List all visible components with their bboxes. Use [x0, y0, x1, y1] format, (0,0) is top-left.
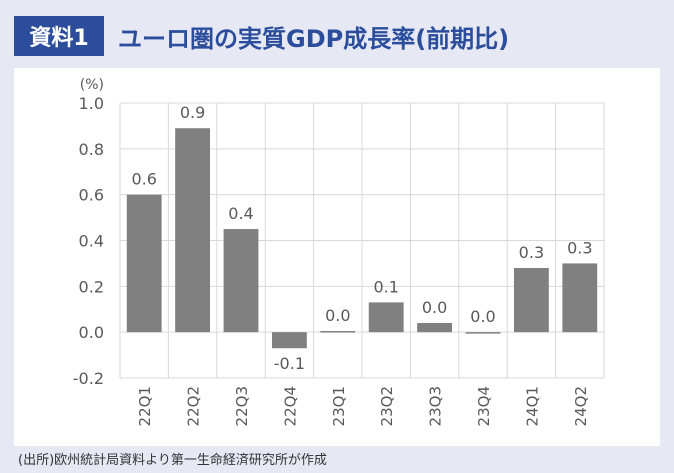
chart-title: ユーロ圏の実質GDP成長率(前期比)	[118, 24, 510, 53]
bar-23Q4	[465, 332, 501, 334]
bar-22Q2	[175, 128, 211, 333]
y-tick-label: 0.8	[79, 140, 104, 159]
bar-24Q2	[562, 263, 598, 333]
x-tick-label: 23Q4	[475, 386, 493, 426]
header: 資料1 ユーロ圏の実質GDP成長率(前期比)	[0, 0, 674, 66]
data-label: 0.4	[228, 204, 253, 223]
bar-23Q3	[417, 323, 453, 333]
y-tick-label: 0.2	[79, 277, 104, 296]
bar-chart: -0.2 0.0 0.2 0.4 0.6 0.8 1.0(%) 0.6 22Q1 0.9 22Q2 0…	[73, 77, 605, 426]
bar-22Q4	[271, 332, 307, 349]
data-label: 0.3	[567, 238, 592, 257]
data-label: 0.6	[131, 170, 156, 189]
x-tick-label: 22Q1	[136, 386, 154, 426]
data-label: -0.1	[274, 354, 305, 373]
x-tick-label: 23Q3	[427, 386, 445, 426]
data-label: 0.3	[519, 243, 544, 262]
x-tick-label: 22Q4	[281, 386, 299, 426]
bar-24Q1	[513, 268, 549, 333]
y-tick-label: 0.4	[79, 232, 104, 251]
data-label: 0.9	[180, 103, 205, 122]
y-tick-label: 1.0	[79, 94, 104, 113]
x-tick-label: 23Q2	[378, 386, 396, 426]
y-unit-label: (%)	[80, 77, 104, 93]
data-label: 0.0	[325, 306, 350, 325]
x-tick-label: 22Q3	[233, 386, 251, 426]
chart-panel: -0.2 0.0 0.2 0.4 0.6 0.8 1.0 (%) 0.6 22Q1 0.9 22Q2 0…	[14, 68, 660, 446]
data-label: 0.1	[373, 277, 398, 296]
y-tick-label: 0.6	[79, 186, 104, 205]
bar-22Q3	[223, 229, 259, 333]
x-tick-label: 24Q2	[572, 386, 590, 426]
x-tick-label: 23Q1	[330, 386, 348, 426]
x-tick-label: 22Q2	[185, 386, 203, 426]
data-label: 0.0	[422, 298, 447, 317]
y-tick-label: -0.2	[73, 369, 104, 388]
x-tick-label: 24Q1	[523, 386, 541, 426]
bar-22Q1	[126, 194, 162, 333]
figure-badge: 資料1	[14, 16, 104, 56]
data-label: 0.0	[470, 307, 495, 326]
bar-23Q1	[320, 331, 356, 333]
y-tick-label: 0.0	[79, 323, 104, 342]
bar-23Q2	[368, 302, 404, 333]
source-note: (出所)欧州統計局資料より第一生命経済研究所が作成	[18, 453, 327, 468]
